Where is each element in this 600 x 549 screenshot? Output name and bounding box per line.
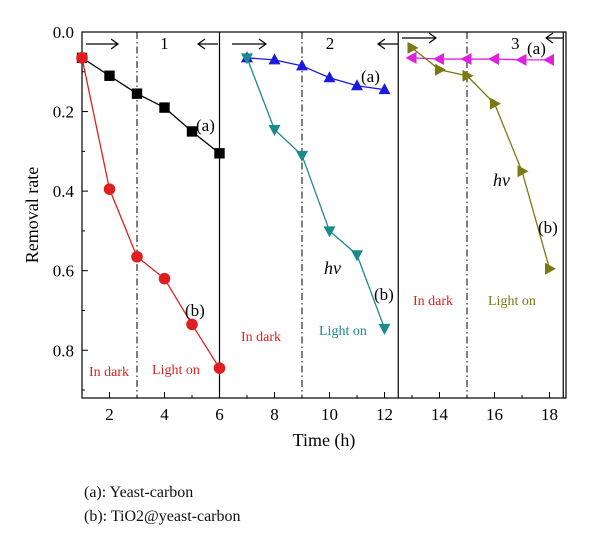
in-dark-label-panel3: In dark	[413, 294, 453, 309]
period-arrow-head	[110, 38, 120, 50]
marker-square	[159, 102, 170, 113]
marker-square	[104, 70, 115, 81]
marker-triangle-down	[378, 323, 391, 335]
marker-triangle-down	[241, 53, 253, 65]
period-arrow-head	[196, 38, 206, 50]
legend-note-b: (b): TiO2@yeast-carbon	[84, 508, 241, 525]
marker-triangle-right	[490, 97, 501, 110]
label-b-panel3: (b)	[538, 218, 558, 237]
x-tick-label: 10	[321, 405, 338, 424]
marker-triangle-left	[488, 53, 499, 66]
marker-triangle-left	[460, 53, 472, 66]
label-a-panel1: (a)	[196, 116, 215, 135]
panel-number: 1	[160, 34, 169, 53]
series-line-b	[411, 47, 551, 269]
panel-number: 3	[511, 34, 520, 53]
marker-triangle-right	[517, 165, 529, 178]
marker-triangle-down	[323, 226, 336, 238]
in-dark-label-panel1: In dark	[89, 365, 129, 380]
y-tick-label: 0.8	[53, 341, 74, 360]
marker-circle	[131, 250, 143, 263]
marker-triangle-up	[323, 71, 336, 83]
marker-square	[186, 126, 198, 137]
series-line-a	[81, 57, 220, 154]
hv-label-panel3: hν	[493, 170, 510, 190]
light-on-label-panel3: Light on	[488, 294, 536, 309]
plot-frame	[81, 31, 567, 399]
series-line-a	[411, 57, 550, 61]
label-b-panel2: (b)	[374, 285, 394, 304]
marker-triangle-right	[545, 262, 556, 275]
x-tick-label: 8	[270, 405, 279, 424]
series-line-a	[246, 57, 385, 91]
marker-triangle-up	[351, 79, 363, 91]
x-tick-label: 12	[376, 405, 393, 424]
marker-triangle-down	[268, 124, 281, 136]
y-tick-label: 0.2	[53, 103, 74, 122]
x-tick-label: 6	[215, 405, 224, 424]
marker-circle	[76, 52, 88, 64]
marker-triangle-up	[296, 59, 308, 71]
y-axis-label: Removal rate	[22, 167, 42, 263]
x-axis-label: Time (h)	[293, 430, 356, 451]
label-a-panel3: (a)	[527, 39, 546, 58]
in-dark-label-panel2: In dark	[241, 330, 281, 345]
label-b-panel1: (b)	[185, 301, 205, 320]
x-tick-label: 18	[541, 405, 558, 424]
legend-note-a: (a): Yeast-carbon	[84, 484, 194, 501]
marker-circle	[103, 183, 116, 195]
marker-circle	[186, 318, 198, 331]
x-tick-label: 14	[431, 405, 449, 424]
marker-circle	[158, 272, 171, 285]
marker-triangle-left	[515, 53, 527, 66]
marker-triangle-up	[378, 83, 391, 95]
marker-triangle-right	[435, 63, 446, 76]
y-tick-label: 0.4	[53, 182, 75, 201]
marker-triangle-up	[268, 53, 281, 65]
x-tick-label: 2	[105, 405, 114, 424]
panel-number: 2	[326, 34, 335, 53]
marker-triangle-left	[543, 53, 554, 66]
series-line-b	[246, 57, 386, 329]
x-tick-label: 4	[160, 405, 169, 424]
light-on-label-panel1: Light on	[152, 363, 200, 378]
y-tick-label: 0.0	[53, 23, 74, 42]
marker-triangle-down	[296, 150, 308, 162]
marker-triangle-right	[462, 69, 474, 82]
marker-triangle-left	[405, 51, 417, 64]
marker-square	[214, 148, 225, 159]
period-arrow-head	[544, 32, 554, 44]
marker-triangle-right	[407, 41, 419, 54]
hv-label-panel2: hν	[324, 258, 341, 278]
label-a-panel2: (a)	[361, 67, 380, 86]
series-line-b	[81, 57, 221, 369]
x-tick-label: 16	[486, 405, 503, 424]
y-tick-label: 0.6	[53, 262, 74, 281]
light-on-label-panel2: Light on	[319, 324, 367, 339]
marker-square	[131, 88, 143, 99]
period-arrow-head	[428, 32, 438, 44]
period-arrow-head	[376, 38, 386, 50]
marker-triangle-left	[433, 53, 444, 66]
marker-circle	[213, 362, 226, 374]
marker-triangle-down	[351, 250, 363, 262]
period-arrow-head	[258, 38, 268, 50]
